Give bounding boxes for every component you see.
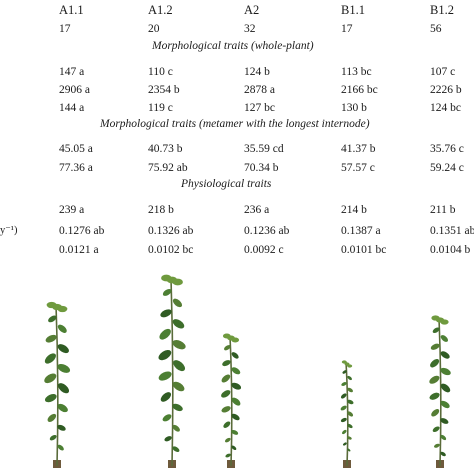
col-header-a1-2: A1.2 xyxy=(148,3,173,17)
cell-r6-a1-1: 239 a xyxy=(59,204,85,216)
section-physiological: Physiological traits xyxy=(181,178,272,190)
plant-a1-1 xyxy=(44,301,71,468)
cell-r1-b1-1: 113 bc xyxy=(341,66,372,78)
cell-r5-a1-1: 77.36 a xyxy=(59,162,93,174)
cell-r1-a1-1: 147 a xyxy=(59,66,85,78)
sample-size-a1-2: 20 xyxy=(148,23,160,35)
sample-size-a2: 32 xyxy=(244,23,256,35)
plant-a2 xyxy=(221,333,242,468)
sample-size-b1-1: 17 xyxy=(341,23,353,35)
cell-r5-b1-2: 59.24 c xyxy=(430,162,464,174)
cell-r5-a1-2: 75.92 ab xyxy=(148,162,188,174)
cell-r3-a1-1: 144 a xyxy=(59,102,85,114)
cell-r2-a1-1: 2906 a xyxy=(59,84,90,96)
plant-b1-2 xyxy=(429,315,451,468)
cell-r7-a1-1: 0.1276 ab xyxy=(59,225,105,237)
cell-r2-a2: 2878 a xyxy=(244,84,275,96)
cell-r3-b1-1: 130 b xyxy=(341,102,367,114)
plant-b1-1 xyxy=(340,360,354,468)
plant-a1-2 xyxy=(158,274,186,468)
cell-r6-b1-2: 211 b xyxy=(430,204,456,216)
cell-r8-b1-1: 0.0101 bc xyxy=(341,244,387,256)
section-morphological-metamer: Morphological traits (metamer with the l… xyxy=(100,118,370,130)
sample-size-b1-2: 56 xyxy=(430,23,442,35)
cell-r1-b1-2: 107 c xyxy=(430,66,456,78)
cell-r4-b1-2: 35.76 c xyxy=(430,143,464,155)
cell-r4-a1-1: 45.05 a xyxy=(59,143,93,155)
cell-r8-a1-1: 0.0121 a xyxy=(59,244,99,256)
cell-r2-b1-1: 2166 bc xyxy=(341,84,378,96)
cell-r1-a2: 124 b xyxy=(244,66,270,78)
cell-r6-a1-2: 218 b xyxy=(148,204,174,216)
sample-size-a1-1: 17 xyxy=(59,23,71,35)
cell-r8-b1-2: 0.0104 b xyxy=(430,244,471,256)
cell-r6-a2: 236 a xyxy=(244,204,270,216)
cell-r8-a2: 0.0092 c xyxy=(244,244,284,256)
section-morphological-whole-plant: Morphological traits (whole-plant) xyxy=(152,40,314,52)
cell-r4-a2: 35.59 cd xyxy=(244,143,284,155)
row-stub-unit: y⁻¹) xyxy=(0,225,18,236)
cell-r7-a1-2: 0.1326 ab xyxy=(148,225,194,237)
col-header-a2: A2 xyxy=(244,3,260,17)
cell-r8-a1-2: 0.0102 bc xyxy=(148,244,194,256)
col-header-b1-2: B1.2 xyxy=(430,3,454,17)
cell-r4-b1-1: 41.37 b xyxy=(341,143,376,155)
cell-r7-a2: 0.1236 ab xyxy=(244,225,290,237)
cell-r3-b1-2: 124 bc xyxy=(430,102,461,114)
cell-r7-b1-1: 0.1387 a xyxy=(341,225,381,237)
cell-r5-b1-1: 57.57 c xyxy=(341,162,375,174)
cell-r3-a1-2: 119 c xyxy=(148,102,173,114)
cell-r6-b1-1: 214 b xyxy=(341,204,367,216)
cell-r2-b1-2: 2226 b xyxy=(430,84,462,96)
col-header-b1-1: B1.1 xyxy=(341,3,365,17)
cell-r4-a1-2: 40.73 b xyxy=(148,143,183,155)
cell-r2-a1-2: 2354 b xyxy=(148,84,180,96)
cell-r3-a2: 127 bc xyxy=(244,102,275,114)
cell-r5-a2: 70.34 b xyxy=(244,162,279,174)
cell-r7-b1-2: 0.1351 ab xyxy=(430,225,474,237)
col-header-a1-1: A1.1 xyxy=(59,3,84,17)
cell-r1-a1-2: 110 c xyxy=(148,66,173,78)
